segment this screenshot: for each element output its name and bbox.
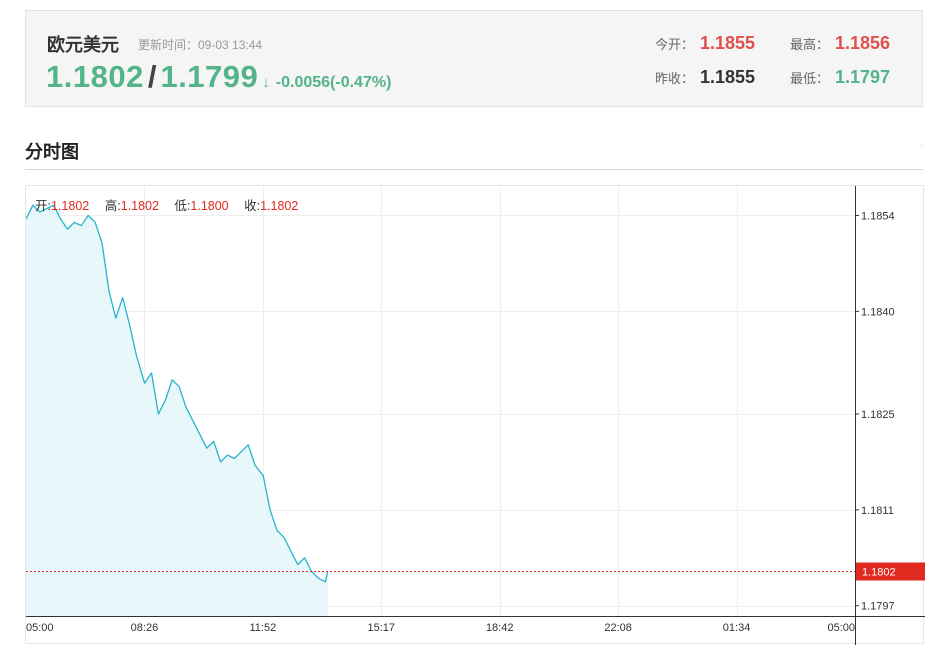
x-tick-label: 01:34 xyxy=(723,622,751,634)
x-tick-label: 22:08 xyxy=(604,622,632,634)
update-time: 更新时间：09-03 13:44 xyxy=(138,38,263,52)
price-separator: / xyxy=(147,59,157,94)
ohlc-high-label: 高: xyxy=(104,199,121,213)
section-marker: · xyxy=(920,140,924,151)
price-row: 1.1802/1.1799 ↓ -0.0056(-0.47%) xyxy=(46,59,391,95)
stat-low: 最低： 1.1797 xyxy=(790,67,890,88)
y-tick-label: 1.1854 xyxy=(861,210,895,222)
price-line xyxy=(26,204,329,583)
ohlc-low-label: 低: xyxy=(174,199,191,213)
price-change: -0.0056(-0.47%) xyxy=(275,74,392,91)
stat-open-value: 1.1855 xyxy=(700,33,756,53)
chart-svg[interactable]: 1.1802 1.1854 1.1840 1.1825 1.1811 1.1797 05… xyxy=(26,186,925,645)
x-tick-label: 08:26 xyxy=(131,622,159,634)
y-tick-label: 1.1797 xyxy=(861,601,895,613)
x-tick-label: 15:17 xyxy=(368,622,396,634)
last-price-tag-label: 1.1802 xyxy=(862,567,896,579)
y-tick-label: 1.1811 xyxy=(861,505,894,517)
ohlc-open-value: 1.1802 xyxy=(50,199,90,213)
ohlc-readout: 开:1.1802 高:1.1802 低:1.1800 收:1.1802 xyxy=(35,195,310,214)
down-arrow-icon: ↓ xyxy=(262,74,270,91)
x-axis-ticks: 05:00 08:26 11:52 15:17 18:42 22:08 01:34 05:00 xyxy=(26,622,855,634)
last-price-tag xyxy=(856,562,925,581)
stat-prev-close-label: 昨收： xyxy=(655,71,695,86)
stat-low-label: 最低： xyxy=(790,71,830,86)
intraday-chart[interactable]: 1.1802 1.1854 1.1840 1.1825 1.1811 1.1797 05… xyxy=(25,185,925,645)
section-divider xyxy=(25,169,923,170)
ohlc-close-value: 1.1802 xyxy=(260,199,299,213)
price-area-fill xyxy=(26,205,328,616)
ohlc-low-value: 1.1800 xyxy=(190,199,229,213)
section-title: 分时图 xyxy=(25,142,79,162)
stat-prev-close-value: 1.1855 xyxy=(700,67,756,87)
stat-open: 今开： 1.1855 xyxy=(655,33,755,54)
x-tick-label: 11:52 xyxy=(249,622,276,634)
x-tick-label: 05:00 xyxy=(827,622,855,634)
stat-low-value: 1.1797 xyxy=(835,67,891,87)
y-tick-label: 1.1825 xyxy=(861,409,895,421)
stat-prev-close: 昨收： 1.1855 xyxy=(655,67,755,88)
ohlc-high-value: 1.1802 xyxy=(120,199,159,213)
x-tick-label: 05:00 xyxy=(26,622,54,634)
pair-name: 欧元美元 xyxy=(47,35,119,55)
ask-price: 1.1799 xyxy=(160,59,259,94)
y-axis-ticks: 1.1854 1.1840 1.1825 1.1811 1.1797 xyxy=(855,210,895,613)
stat-high-label: 最高： xyxy=(790,37,830,52)
stat-high: 最高： 1.1856 xyxy=(790,33,890,54)
stat-open-label: 今开： xyxy=(655,37,695,52)
bid-price: 1.1802 xyxy=(46,59,144,94)
ohlc-close-label: 收: xyxy=(244,199,261,213)
quote-panel: 欧元美元 更新时间：09-03 13:44 1.1802/1.1799 ↓ -0.0… xyxy=(25,10,923,107)
ohlc-open-label: 开: xyxy=(35,199,51,213)
y-tick-label: 1.1840 xyxy=(861,306,895,318)
x-tick-label: 18:42 xyxy=(486,622,514,634)
stat-high-value: 1.1856 xyxy=(835,33,891,53)
